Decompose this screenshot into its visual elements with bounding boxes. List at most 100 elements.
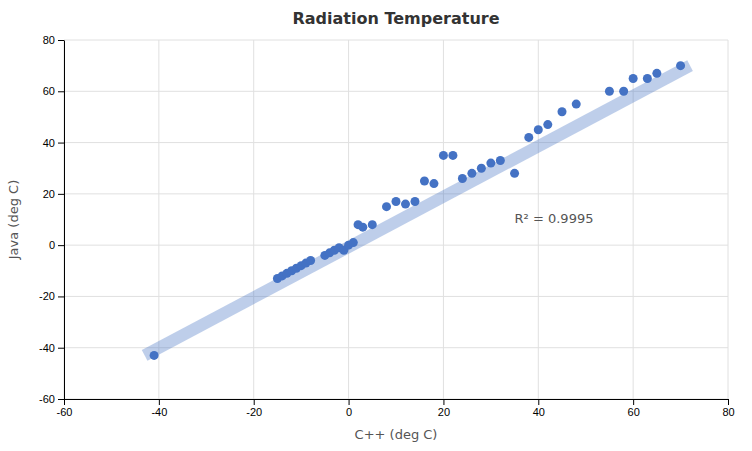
- x-tick-mark: [64, 399, 65, 405]
- x-tick: 20: [438, 399, 450, 418]
- point: [643, 74, 652, 83]
- point: [420, 177, 429, 186]
- x-tick-mark: [728, 399, 729, 405]
- y-tick: 60: [43, 85, 64, 97]
- plot: -60 -40 -20 0 20 40 60 80 -60 -40 -20 0 20 40 60 80 R² =…: [39, 34, 735, 418]
- point: [652, 69, 661, 78]
- x-tick-mark: [349, 399, 350, 405]
- y-tick-label: -60: [39, 393, 55, 405]
- grid-line-y: [64, 193, 728, 194]
- x-tick-label: 20: [438, 406, 450, 418]
- y-axis-title: Java (deg C): [6, 180, 21, 260]
- point: [401, 200, 410, 209]
- chart: -60 -40 -20 0 20 40 60 80 -60 -40 -20 0 20 40 60 80 R² =…: [0, 0, 752, 451]
- x-axis-line: [65, 399, 729, 400]
- x-tick: 40: [533, 399, 545, 418]
- grid-line-y: [64, 142, 728, 143]
- x-axis-title: C++ (deg C): [355, 427, 438, 442]
- point: [306, 256, 315, 265]
- y-tick-label: 0: [49, 239, 55, 251]
- y-tick-label: 60: [43, 85, 55, 97]
- x-tick-mark: [254, 399, 255, 405]
- x-tick: -40: [151, 399, 167, 418]
- y-tick-mark: [58, 91, 64, 92]
- y-tick: 40: [43, 137, 64, 149]
- point: [448, 151, 457, 160]
- y-tick-label: -40: [39, 342, 55, 354]
- point: [150, 351, 159, 360]
- point: [486, 159, 495, 168]
- grid-line-x: [253, 40, 254, 399]
- point: [392, 197, 401, 206]
- x-tick: -20: [246, 399, 262, 418]
- y-tick-mark: [58, 296, 64, 297]
- x-tick: 0: [346, 399, 352, 418]
- x-tick-label: 0: [346, 406, 352, 418]
- x-tick: -60: [57, 399, 73, 418]
- y-tick: 20: [43, 188, 64, 200]
- grid-line-x: [348, 40, 349, 399]
- point: [558, 107, 567, 116]
- y-tick-label: 20: [43, 188, 55, 200]
- y-tick-mark: [58, 40, 64, 41]
- grid-line-y: [64, 399, 728, 400]
- y-tick-label: 40: [43, 137, 55, 149]
- y-tick: 0: [49, 239, 64, 251]
- marks: [145, 61, 690, 360]
- x-tick-mark: [443, 399, 444, 405]
- y-tick: -40: [39, 342, 64, 354]
- point: [477, 164, 486, 173]
- grid-line-y: [64, 245, 728, 246]
- grid-line-x: [64, 40, 65, 399]
- y-tick-mark: [58, 245, 64, 246]
- grid-line-x: [443, 40, 444, 399]
- x-tick: 80: [722, 399, 734, 418]
- grid-line-y: [64, 40, 728, 41]
- y-tick-label: 80: [43, 34, 55, 46]
- x-tick: 60: [628, 399, 640, 418]
- x-axis: -60 -40 -20 0 20 40 60 80: [57, 399, 735, 418]
- point: [572, 100, 581, 109]
- point: [629, 74, 638, 83]
- point: [534, 125, 543, 134]
- x-tick-label: 80: [722, 406, 734, 418]
- point: [510, 169, 519, 178]
- y-tick: -60: [39, 393, 64, 405]
- point: [605, 87, 614, 96]
- point: [349, 238, 358, 247]
- point: [358, 223, 367, 232]
- point: [429, 179, 438, 188]
- y-tick: 80: [43, 34, 64, 46]
- annotation: R² = 0.9995: [515, 211, 594, 226]
- point: [458, 174, 467, 183]
- point: [619, 87, 628, 96]
- y-tick-label: -20: [39, 290, 55, 302]
- grid-line-y: [64, 296, 728, 297]
- y-axis-line: [64, 41, 65, 400]
- x-tick-mark: [538, 399, 539, 405]
- y-tick-mark: [58, 143, 64, 144]
- title: Radiation Temperature: [292, 9, 499, 28]
- point: [439, 151, 448, 160]
- x-tick-label: 40: [533, 406, 545, 418]
- point: [410, 197, 419, 206]
- point: [382, 202, 391, 211]
- grid-line-x: [728, 40, 729, 399]
- y-tick-mark: [58, 399, 64, 400]
- grid: [64, 40, 728, 399]
- x-tick-label: -60: [57, 406, 73, 418]
- y-axis: -60 -40 -20 0 20 40 60 80: [39, 34, 64, 405]
- point: [676, 61, 685, 70]
- y-tick: -20: [39, 290, 64, 302]
- point: [543, 120, 552, 129]
- x-tick-label: -20: [246, 406, 262, 418]
- x-tick-label: -40: [151, 406, 167, 418]
- x-tick-mark: [159, 399, 160, 405]
- x-tick-mark: [633, 399, 634, 405]
- x-tick-label: 60: [628, 406, 640, 418]
- y-tick-mark: [58, 348, 64, 349]
- point: [496, 156, 505, 165]
- y-tick-mark: [58, 194, 64, 195]
- point: [524, 133, 533, 142]
- trend-line: [145, 66, 690, 356]
